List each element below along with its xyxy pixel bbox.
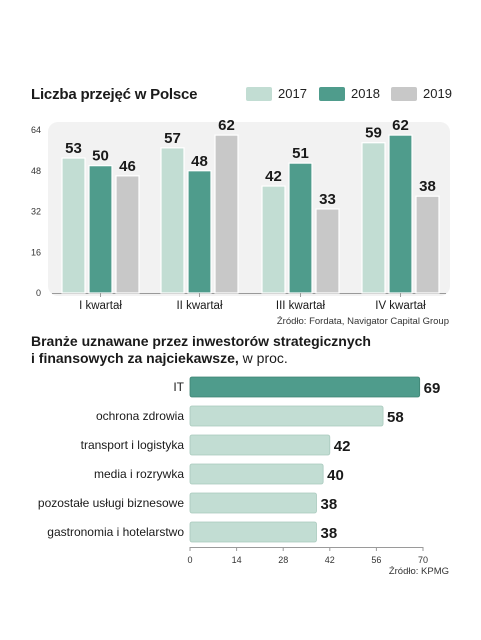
hbar-value-label: 40 (327, 467, 344, 484)
bar-value-label: 62 (218, 118, 235, 134)
bar-iv-kwartal-2017 (361, 142, 386, 294)
bar-value-label: 48 (191, 153, 208, 170)
x-tick-label: IV kwartał (375, 300, 426, 312)
y-tick-label: 64 (31, 125, 41, 135)
hbar-value-label: 58 (387, 409, 404, 426)
legend-label-2019: 2019 (423, 86, 452, 101)
legend-swatch-2019 (391, 86, 417, 101)
chart2-title-line1: Branże uznawane przez inwestorów strateg… (31, 333, 371, 349)
bar-value-label: 46 (119, 158, 136, 175)
bar-iii-kwartal-2018 (288, 162, 313, 294)
legend-label-2018: 2018 (351, 86, 380, 101)
hbar-gastronomia-i-hotelarstwo (189, 521, 317, 543)
chart2-title: Branże uznawane przez inwestorów strateg… (31, 333, 371, 367)
hbar-value-label: 38 (320, 496, 337, 513)
bar-ii-kwartal-2018 (187, 170, 212, 294)
y-tick-label: 0 (36, 288, 41, 298)
bar-iv-kwartal-2019 (415, 195, 440, 294)
industries-chart: 69 IT 58 ochrona zdrowia 42 transport i logis… (38, 376, 441, 565)
chart1-title: Liczba przejęć w Polsce (31, 86, 198, 103)
x-tick-label: 42 (325, 555, 335, 565)
bar-value-label: 38 (419, 178, 436, 195)
category-label: pozostałe usługi biznesowe (38, 496, 184, 510)
x-tick-label: 14 (232, 555, 242, 565)
y-tick-label: 48 (31, 166, 41, 176)
bar-value-label: 62 (392, 118, 409, 134)
bar-value-label: 59 (365, 125, 382, 142)
legend-label-2017: 2017 (278, 86, 307, 101)
legend-item-2019: 2019 (391, 86, 452, 101)
bar-value-label: 42 (265, 168, 282, 185)
chart2-source: Źródło: KPMG (388, 566, 449, 577)
bar-iv-kwartal-2018 (388, 134, 413, 294)
x-tick-label: I kwartał (79, 300, 122, 312)
y-tick-label: 32 (31, 207, 41, 217)
category-label: ochrona zdrowia (96, 409, 184, 423)
bar-value-label: 57 (164, 130, 181, 147)
bar-value-label: 50 (92, 148, 109, 165)
legend-item-2017: 2017 (246, 86, 307, 101)
chart1-source: Źródło: Fordata, Navigator Capital Group (276, 316, 449, 327)
hbar-pozostale-uslugi-biznesowe (189, 492, 317, 514)
bar-i-kwartal-2019 (115, 175, 140, 294)
chart2-title-line2: i finansowych za najciekawsze, (31, 350, 239, 366)
category-label: gastronomia i hotelarstwo (47, 525, 184, 539)
category-label: IT (173, 380, 184, 394)
bar-value-label: 33 (319, 191, 336, 208)
x-tick-label: III kwartał (276, 300, 326, 312)
x-tick-label: 56 (371, 555, 381, 565)
legend-swatch-2017 (246, 86, 272, 101)
bar-i-kwartal-2018 (88, 165, 113, 294)
x-tick-label: 0 (187, 555, 192, 565)
hbar-value-label: 69 (424, 380, 441, 397)
x-tick-label: II kwartał (176, 300, 222, 312)
hbar-value-label: 38 (320, 525, 337, 542)
x-tick-label: 28 (278, 555, 288, 565)
bar-ii-kwartal-2017 (160, 147, 185, 294)
quarterly-acquisitions-chart: 0 16 32 48 64 53 50 46 I kwartał 57 48 62 II kwartał… (31, 118, 450, 312)
hbar-value-label: 42 (334, 438, 351, 455)
legend-swatch-2018 (319, 86, 345, 101)
category-label: media i rozrywka (94, 467, 184, 481)
bar-value-label: 51 (292, 145, 309, 162)
bar-iii-kwartal-2017 (261, 185, 286, 294)
hbar-media-i-rozrywka (189, 463, 324, 485)
chart2-title-suffix: w proc. (238, 350, 288, 366)
bar-i-kwartal-2017 (61, 157, 86, 294)
x-tick-label: 70 (418, 555, 428, 565)
legend-item-2018: 2018 (319, 86, 380, 101)
hbar-transport-i-logistyka (189, 434, 331, 456)
hbar-ochrona-zdrowia (189, 405, 384, 427)
hbar-it (189, 376, 421, 398)
bar-ii-kwartal-2019 (214, 134, 239, 294)
bar-value-label: 53 (65, 140, 82, 157)
y-tick-label: 16 (31, 247, 41, 257)
category-label: transport i logistyka (81, 438, 185, 452)
chart1-panel (48, 122, 450, 296)
bar-iii-kwartal-2019 (315, 208, 340, 294)
